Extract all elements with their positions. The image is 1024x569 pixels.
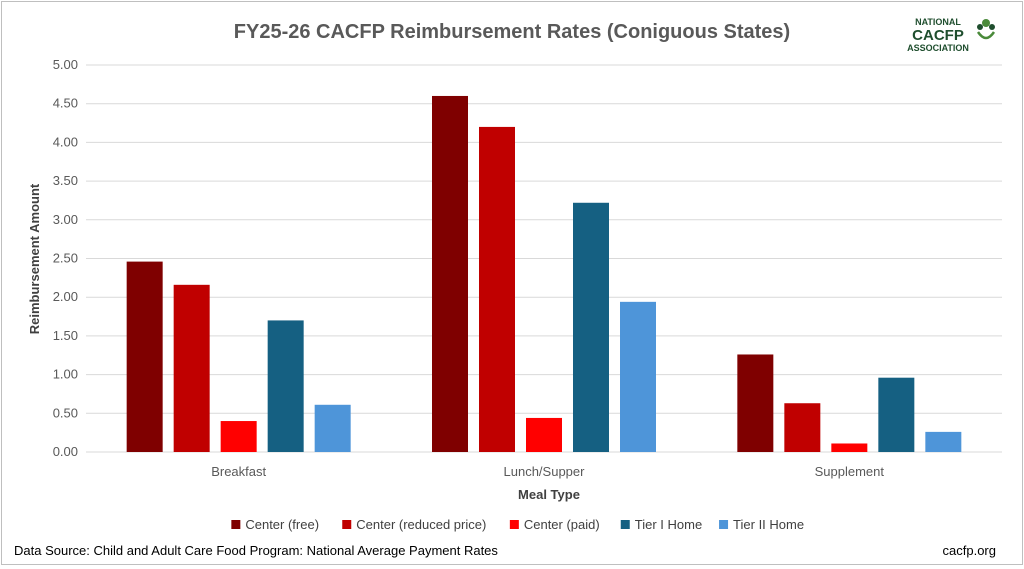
y-tick-label: 4.00 [53,134,78,149]
y-tick-label: 2.50 [53,251,78,266]
legend-swatch [620,520,630,529]
bar [479,126,515,453]
y-tick-label: 1.50 [53,328,78,343]
legend-item: Center (reduced price) [342,517,486,532]
x-tick-label: Breakfast [211,464,266,479]
logo: NATIONAL CACFP ASSOCIATION [907,17,996,53]
bar [267,320,304,452]
data-source-note: Data Source: Child and Adult Care Food P… [14,543,498,558]
x-axis-ticks: Breakfast Lunch/Supper Supplement [211,464,884,479]
bar [831,443,868,452]
x-tick-label: Lunch/Supper [504,464,586,479]
website-label: cacfp.org [943,543,996,558]
people-emblem-icon [976,19,996,40]
bar [126,261,163,452]
bar [526,417,562,452]
legend-label: Center (free) [245,517,319,532]
legend-swatch [231,520,241,529]
legend-swatch [719,520,729,529]
bars [126,95,962,453]
legend-label: Center (paid) [524,517,600,532]
bar [432,95,468,453]
y-tick-label: 2.00 [53,289,78,304]
logo-line-national: NATIONAL [915,17,961,27]
x-tick-label: Supplement [815,464,885,479]
logo-line-cacfp: CACFP [912,27,964,44]
x-axis-title: Meal Type [518,487,580,502]
chart-title: FY25-26 CACFP Reimbursement Rates (Conig… [234,21,790,43]
y-tick-label: 0.00 [53,444,78,459]
y-tick-label: 5.00 [53,57,78,72]
legend-swatch [509,520,519,529]
legend-item: Tier II Home [719,517,804,532]
legend-item: Tier I Home [620,517,702,532]
y-axis-ticks: 0.00 0.50 1.00 1.50 2.00 2.50 3.00 3.50 4.00 4.50… [53,57,78,459]
bar [573,202,609,452]
bar [620,301,656,452]
legend-swatch [342,520,352,529]
logo-line-association: ASSOCIATION [907,43,969,53]
bar [220,421,257,452]
y-tick-label: 3.00 [53,212,78,227]
y-tick-label: 0.50 [53,405,78,420]
bar [314,404,351,452]
legend-label: Tier I Home [635,517,702,532]
bar [878,377,915,452]
legend-item: Center (paid) [509,517,600,532]
bar [925,431,962,452]
y-tick-label: 1.00 [53,367,78,382]
y-tick-label: 4.50 [53,96,78,111]
legend-label: Center (reduced price) [356,517,486,532]
y-tick-label: 3.50 [53,173,78,188]
y-axis-title: Reimbursement Amount [27,183,42,334]
bar [737,354,774,452]
legend-label: Tier II Home [733,517,804,532]
bar [784,403,821,452]
legend-item: Center (free) [231,517,319,532]
legend: Center (free) Center (reduced price) Cente… [231,517,804,532]
bar [173,284,210,452]
gridlines [86,64,1002,453]
